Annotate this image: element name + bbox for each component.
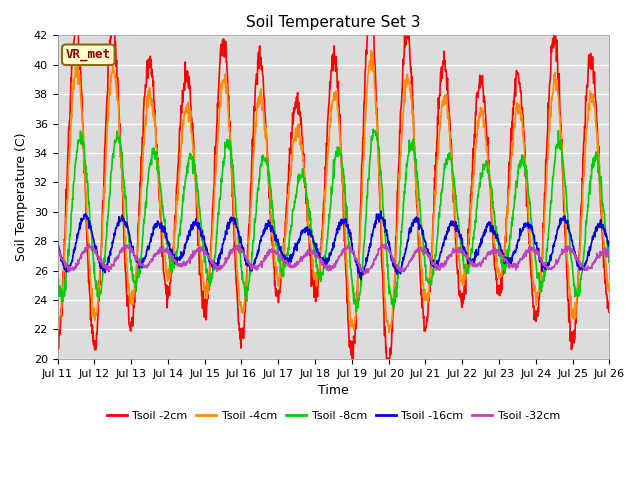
Tsoil -2cm (492, 272, 500, 277)
Tsoil -4cm (54, 315, 61, 321)
Tsoil -2cm (177, 127, 184, 133)
Tsoil -32cm (420, 247, 428, 253)
Tsoil -4cm (385, 330, 393, 336)
Tsoil -4cm (492, 250, 500, 255)
Tsoil -32cm (54, 244, 61, 250)
Y-axis label: Soil Temperature (C): Soil Temperature (C) (15, 133, 28, 262)
Line: Tsoil -16cm: Tsoil -16cm (58, 211, 609, 280)
Tsoil -2cm (420, 313, 428, 319)
Tsoil -16cm (492, 235, 500, 241)
Line: Tsoil -32cm: Tsoil -32cm (58, 244, 609, 274)
Tsoil -32cm (85, 241, 93, 247)
Tsoil -32cm (492, 251, 500, 256)
Tsoil -4cm (163, 272, 171, 278)
Tsoil -32cm (362, 271, 369, 276)
Tsoil -8cm (238, 276, 246, 282)
Tsoil -4cm (177, 152, 184, 157)
Tsoil -4cm (605, 288, 613, 294)
Tsoil -2cm (349, 365, 356, 371)
Tsoil -2cm (238, 331, 246, 336)
Text: VR_met: VR_met (66, 48, 111, 61)
Tsoil -32cm (163, 249, 171, 255)
Tsoil -32cm (177, 264, 184, 269)
Tsoil -2cm (605, 298, 613, 303)
Tsoil -2cm (54, 346, 61, 351)
Tsoil -32cm (541, 264, 548, 269)
Title: Soil Temperature Set 3: Soil Temperature Set 3 (246, 15, 420, 30)
Tsoil -16cm (541, 264, 548, 270)
Line: Tsoil -2cm: Tsoil -2cm (58, 7, 609, 368)
Tsoil -16cm (357, 277, 365, 283)
Tsoil -4cm (367, 48, 375, 53)
Tsoil -2cm (163, 295, 171, 301)
Tsoil -8cm (420, 243, 428, 249)
Tsoil -8cm (541, 274, 548, 279)
Tsoil -8cm (369, 126, 377, 132)
Tsoil -32cm (239, 247, 246, 253)
Tsoil -2cm (367, 4, 374, 10)
Tsoil -8cm (54, 277, 61, 283)
Tsoil -4cm (420, 291, 428, 297)
Tsoil -8cm (177, 232, 184, 238)
Tsoil -8cm (163, 241, 171, 247)
Tsoil -16cm (163, 236, 171, 241)
Tsoil -16cm (420, 235, 428, 241)
Line: Tsoil -8cm: Tsoil -8cm (58, 129, 609, 312)
Tsoil -16cm (54, 238, 61, 244)
Tsoil -32cm (605, 252, 613, 258)
Tsoil -16cm (177, 253, 184, 259)
Tsoil -4cm (238, 310, 246, 316)
Tsoil -8cm (605, 253, 613, 259)
Tsoil -16cm (377, 208, 385, 214)
Tsoil -8cm (492, 230, 500, 236)
Tsoil -8cm (353, 309, 360, 314)
Legend: Tsoil -2cm, Tsoil -4cm, Tsoil -8cm, Tsoil -16cm, Tsoil -32cm: Tsoil -2cm, Tsoil -4cm, Tsoil -8cm, Tsoi… (102, 407, 564, 425)
X-axis label: Time: Time (318, 384, 349, 397)
Tsoil -2cm (541, 191, 548, 196)
Tsoil -16cm (238, 243, 246, 249)
Tsoil -16cm (605, 241, 613, 247)
Line: Tsoil -4cm: Tsoil -4cm (58, 50, 609, 333)
Tsoil -4cm (541, 213, 548, 218)
